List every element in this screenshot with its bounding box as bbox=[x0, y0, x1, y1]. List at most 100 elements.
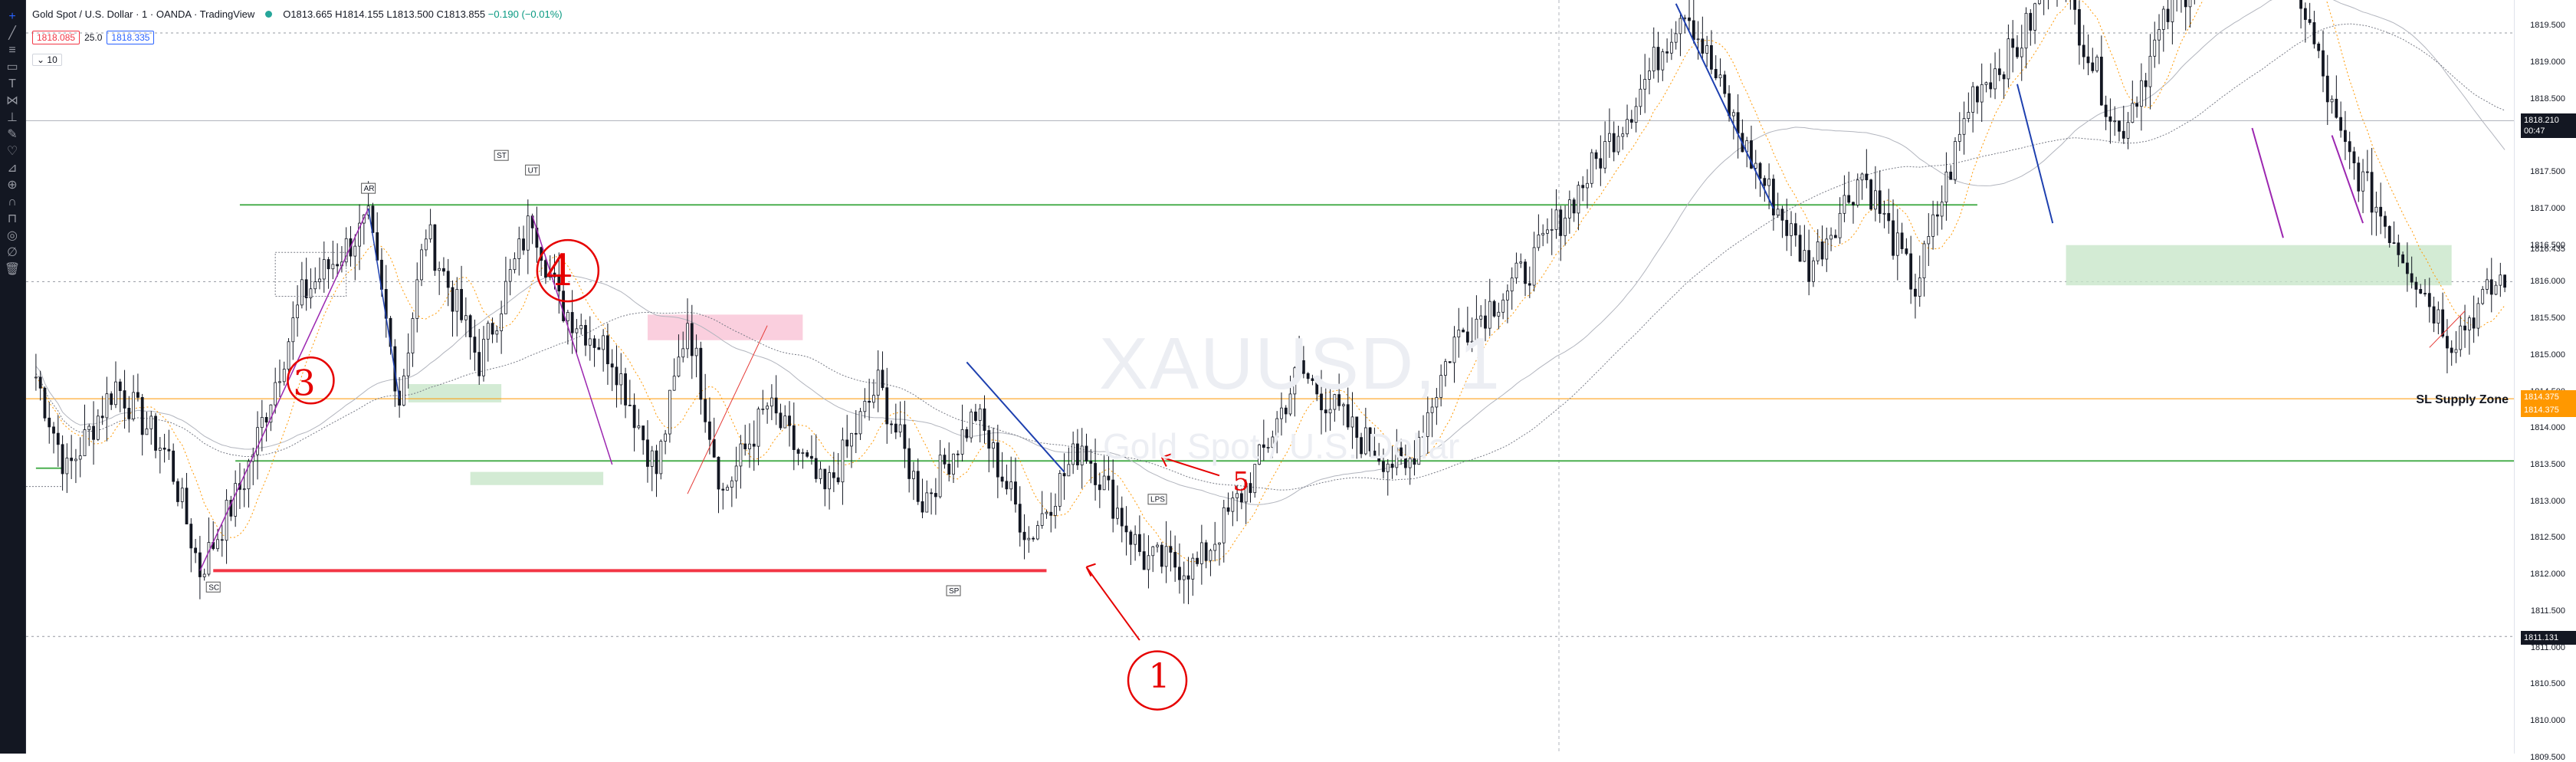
zoom-icon[interactable]: ⊕ bbox=[7, 179, 18, 192]
candle-body bbox=[123, 390, 126, 409]
candle-body bbox=[2158, 29, 2161, 41]
trash-icon[interactable]: 🗑 bbox=[4, 263, 21, 276]
trend-line bbox=[966, 361, 1065, 473]
buy-button[interactable]: 1818.335 bbox=[107, 31, 155, 44]
candle-body bbox=[588, 338, 592, 346]
candle-body bbox=[584, 325, 587, 346]
candle-body bbox=[1253, 464, 1257, 494]
close-value: C1813.855 bbox=[436, 8, 486, 20]
candle-body bbox=[309, 288, 313, 298]
candle-body bbox=[1931, 214, 1934, 237]
price-tick-label: 1815.500 bbox=[2530, 314, 2565, 324]
candle-body bbox=[1882, 212, 1886, 215]
sell-button[interactable]: 1818.085 bbox=[32, 31, 80, 44]
candle-body bbox=[1071, 443, 1075, 465]
chart-area[interactable]: 1 3 4 5 SC AR ST UT SP LPS XAUUSD, 1 Gold Spot / … bbox=[26, 0, 2576, 754]
wyckoff-label-box bbox=[525, 164, 540, 176]
candle-body bbox=[1204, 542, 1208, 561]
candle-body bbox=[983, 408, 986, 431]
candle-body bbox=[916, 471, 920, 502]
candle-body bbox=[952, 453, 955, 475]
candle-body bbox=[2481, 289, 2485, 304]
trendline-icon[interactable]: ╱ bbox=[8, 27, 16, 40]
candle-body bbox=[327, 259, 330, 270]
moving-average-line bbox=[35, 0, 2505, 563]
brush-icon[interactable]: ✎ bbox=[7, 128, 18, 141]
candle-body bbox=[668, 389, 671, 435]
candle-body bbox=[52, 426, 55, 434]
candle-body bbox=[748, 443, 751, 449]
marker-price-badge: 1811.131 bbox=[2521, 631, 2576, 645]
candle-body bbox=[1940, 202, 1944, 217]
volume-indicator-label[interactable]: ⌄ 10 bbox=[32, 54, 62, 66]
candle-body bbox=[1949, 171, 1953, 180]
hide-icon[interactable]: ∅ bbox=[7, 246, 18, 259]
price-scale[interactable]: 1819.5001819.0001818.5001818.0001817.500… bbox=[2514, 0, 2576, 762]
rectangle-icon[interactable]: ▭ bbox=[6, 61, 18, 74]
candle-body bbox=[2188, 0, 2192, 8]
candle-body bbox=[2476, 303, 2480, 329]
candle-body bbox=[615, 366, 619, 386]
candle-body bbox=[2033, 3, 2036, 31]
ruler-icon[interactable]: ⊿ bbox=[7, 162, 18, 175]
candle-body bbox=[420, 249, 423, 281]
pattern-icon[interactable]: ⋈ bbox=[6, 94, 18, 107]
candle-body bbox=[1771, 179, 1775, 215]
heart-icon[interactable]: ♡ bbox=[6, 145, 18, 158]
handwritten-number: 3 bbox=[293, 362, 315, 403]
arrow-annotation bbox=[1085, 567, 1140, 641]
candle-body bbox=[898, 424, 902, 433]
candle-body bbox=[296, 304, 299, 318]
candle-body bbox=[2024, 12, 2028, 49]
candle-body bbox=[313, 281, 317, 290]
candle-body bbox=[136, 392, 139, 398]
candle-body bbox=[189, 524, 193, 549]
candle-body bbox=[2489, 279, 2493, 295]
candle-body bbox=[845, 439, 849, 447]
candle-body bbox=[1922, 243, 1926, 278]
candle-body bbox=[336, 264, 340, 267]
buy-sell-panel: 1818.085 25.0 1818.335 bbox=[32, 31, 155, 44]
crosshair-icon[interactable]: + bbox=[8, 10, 16, 23]
candle-body bbox=[1874, 190, 1877, 210]
magnet-icon[interactable]: ∩ bbox=[8, 195, 17, 209]
candle-body bbox=[632, 405, 636, 429]
candle-body bbox=[2494, 284, 2498, 295]
price-chart[interactable]: 1 3 4 5 SC AR ST UT SP LPS bbox=[26, 0, 2515, 754]
circle-annotation bbox=[1127, 650, 1188, 711]
candle-body bbox=[2166, 8, 2170, 22]
text-icon[interactable]: T bbox=[8, 77, 16, 90]
horizontal-lines-icon[interactable]: ≡ bbox=[8, 44, 16, 57]
eye-icon[interactable]: ◎ bbox=[7, 229, 18, 242]
lock-icon[interactable]: ⊓ bbox=[7, 212, 18, 225]
candle-body bbox=[1094, 463, 1097, 485]
candle-body bbox=[132, 392, 136, 419]
candle-body bbox=[801, 452, 805, 454]
candle-body bbox=[1510, 278, 1514, 292]
moving-average-line bbox=[35, 0, 2505, 505]
candle-body bbox=[1186, 575, 1190, 580]
candle-body bbox=[1679, 18, 1682, 34]
candle-body bbox=[2020, 48, 2023, 57]
candle-body bbox=[2335, 98, 2338, 118]
candle-body bbox=[1102, 475, 1106, 491]
trend-line bbox=[2251, 127, 2284, 238]
candle-body bbox=[2441, 309, 2445, 337]
candle-body bbox=[402, 375, 405, 406]
volume-value: 10 bbox=[47, 54, 57, 65]
candle-body bbox=[1147, 555, 1150, 570]
fib-icon[interactable]: ⊥ bbox=[7, 111, 18, 124]
candle-body bbox=[664, 433, 667, 442]
candle-body bbox=[300, 279, 304, 306]
candle-body bbox=[774, 397, 778, 414]
candle-body bbox=[2401, 254, 2404, 264]
symbol-title[interactable]: Gold Spot / U.S. Dollar · 1 · OANDA · Tr… bbox=[32, 8, 255, 20]
candle-body bbox=[557, 276, 561, 292]
candle-body bbox=[1235, 493, 1239, 498]
handwritten-number: 1 bbox=[1148, 657, 1170, 696]
candle-body bbox=[1629, 119, 1633, 123]
candle-body bbox=[978, 408, 982, 421]
candle-body bbox=[659, 441, 663, 475]
candle-body bbox=[2419, 289, 2423, 294]
candle-body bbox=[992, 442, 995, 449]
